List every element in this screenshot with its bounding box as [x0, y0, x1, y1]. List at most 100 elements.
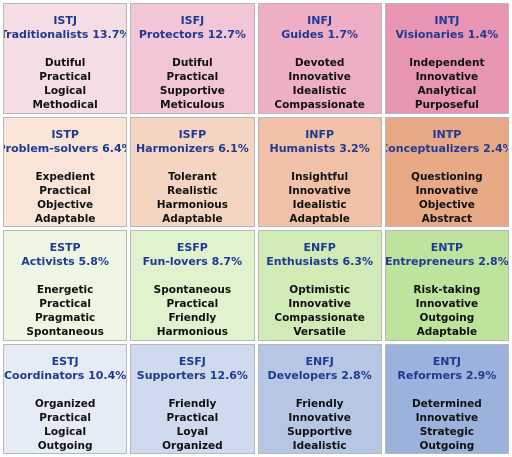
trait-list: Determined Innovative Strategic Outgoing	[412, 397, 482, 453]
trait-item: Supportive	[159, 85, 225, 97]
trait-item: Energetic	[36, 284, 94, 296]
trait-item: Determined	[411, 397, 482, 410]
trait-item: Practical	[39, 298, 91, 310]
trait-item: Risk-taking	[413, 284, 481, 296]
type-title: Visionaries 1.4%	[395, 28, 499, 41]
trait-item: Idealistic	[292, 85, 347, 97]
trait-item: Practical	[166, 411, 219, 424]
type-cell-enfp: ENFP Enthusiasts 6.3% Optimistic Innovati…	[257, 230, 382, 341]
type-title: Guides 1.7%	[281, 28, 359, 41]
trait-list: Independent Innovative Analytical Purposefu…	[409, 56, 484, 112]
type-title: Conceptualizers 2.4%	[384, 141, 509, 155]
type-title: Reformers 2.9%	[397, 368, 497, 382]
trait-item: Practical	[39, 71, 91, 83]
type-cell-entj: ENTJ Reformers 2.9% Determined Innovative…	[384, 343, 509, 454]
type-cell-estj: ESTJ Coordinators 10.4% Organized Practic…	[3, 343, 128, 454]
trait-item: Independent	[409, 57, 485, 69]
type-cell-intj: INTJ Visionaries 1.4% Independent Innovat…	[384, 3, 509, 114]
trait-item: Adaptable	[289, 212, 350, 225]
type-title: Fun-lovers 8.7%	[142, 255, 243, 268]
trait-item: Devoted	[294, 57, 345, 69]
trait-item: Logical	[44, 85, 87, 97]
type-title: Developers 2.8%	[267, 368, 372, 382]
trait-item: Harmonious	[156, 198, 228, 211]
trait-item: Innovative	[288, 298, 351, 310]
type-code: ESFJ	[178, 354, 206, 368]
type-code: INTP	[432, 127, 462, 141]
trait-list: Expedient Practical Objective Adaptable	[35, 170, 96, 226]
trait-item: Objective	[37, 198, 94, 211]
trait-item: Objective	[418, 198, 475, 211]
trait-list: Questioning Innovative Objective Abstract	[411, 170, 483, 226]
trait-item: Friendly	[295, 397, 344, 410]
trait-item: Innovative	[288, 411, 351, 424]
trait-item: Practical	[39, 184, 91, 197]
trait-item: Innovative	[415, 411, 479, 424]
trait-item: Methodical	[32, 99, 98, 111]
type-code: INFP	[305, 127, 335, 141]
type-title: Supporters 12.6%	[136, 368, 248, 382]
trait-item: Analytical	[417, 85, 477, 97]
trait-item: Idealistic	[292, 439, 347, 452]
trait-list: Organized Practical Logical Outgoing	[35, 397, 96, 453]
trait-item: Practical	[39, 411, 91, 424]
trait-item: Compassionate	[274, 312, 365, 324]
type-cell-entp: ENTP Entrepreneurs 2.8% Risk-taking Innov…	[384, 230, 509, 341]
trait-list: Devoted Innovative Idealistic Compassionate	[274, 56, 364, 112]
trait-item: Friendly	[168, 397, 217, 410]
trait-item: Logical	[44, 425, 87, 438]
type-title: Coordinators 10.4%	[3, 368, 127, 382]
trait-item: Dutiful	[44, 57, 86, 69]
trait-list: Dutiful Practical Logical Methodical	[32, 56, 97, 112]
trait-item: Purposeful	[414, 99, 479, 111]
trait-item: Meticulous	[160, 99, 225, 111]
type-code: ISTJ	[53, 14, 77, 27]
trait-item: Idealistic	[292, 198, 347, 211]
trait-item: Loyal	[176, 425, 209, 438]
trait-list: Risk-taking Innovative Outgoing Adaptable	[413, 283, 480, 339]
type-cell-infj: INFJ Guides 1.7% Devoted Innovative Ideali…	[257, 3, 382, 114]
trait-item: Organized	[162, 439, 223, 452]
type-cell-enfj: ENFJ Developers 2.8% Friendly Innovative S…	[257, 343, 382, 454]
trait-list: Spontaneous Practical Friendly Harmonious	[154, 283, 231, 339]
trait-list: Friendly Practical Loyal Organized	[162, 397, 223, 453]
type-title: Harmonizers 6.1%	[135, 141, 249, 155]
type-title: Enthusiasts 6.3%	[266, 255, 373, 268]
trait-list: Optimistic Innovative Compassionate Versati…	[274, 283, 364, 339]
type-cell-istp: ISTP Problem-solvers 6.4% Expedient Pract…	[3, 116, 128, 227]
trait-list: Dutiful Practical Supportive Meticulous	[160, 56, 225, 112]
type-code: ISTP	[51, 127, 79, 141]
trait-list: Friendly Innovative Supportive Idealistic	[287, 397, 352, 453]
type-cell-isfp: ISFP Harmonizers 6.1% Tolerant Realistic H…	[130, 116, 255, 227]
trait-item: Questioning	[411, 170, 483, 183]
trait-item: Tolerant	[168, 170, 217, 183]
trait-list: Insightful Innovative Idealistic Adaptable	[288, 170, 351, 226]
trait-item: Expedient	[35, 170, 95, 183]
trait-list: Tolerant Realistic Harmonious Adaptable	[157, 170, 228, 226]
trait-item: Adaptable	[162, 212, 223, 225]
type-title: Entrepreneurs 2.8%	[385, 255, 509, 268]
trait-item: Versatile	[293, 326, 346, 338]
personality-type-grid: ISTJ Traditionalists 13.7% Dutiful Practi…	[3, 3, 509, 454]
trait-item: Optimistic	[289, 284, 350, 296]
type-code: ISFJ	[180, 14, 205, 27]
trait-item: Strategic	[419, 425, 475, 438]
trait-item: Realistic	[167, 184, 218, 197]
type-code: ESTP	[49, 241, 81, 254]
trait-item: Practical	[166, 298, 219, 310]
type-cell-estp: ESTP Activists 5.8% Energetic Practical Pr…	[3, 230, 128, 341]
trait-item: Spontaneous	[153, 284, 232, 296]
trait-item: Friendly	[168, 312, 217, 324]
trait-item: Innovative	[288, 184, 351, 197]
trait-item: Harmonious	[156, 326, 228, 338]
trait-item: Practical	[166, 71, 219, 83]
type-code: ENFJ	[305, 354, 334, 368]
trait-list: Energetic Practical Pragmatic Spontaneous	[26, 283, 103, 339]
trait-item: Dutiful	[172, 57, 213, 69]
type-code: ESFP	[176, 241, 208, 254]
type-cell-esfp: ESFP Fun-lovers 8.7% Spontaneous Practica…	[130, 230, 255, 341]
type-code: INFJ	[307, 14, 333, 27]
trait-item: Outgoing	[419, 439, 475, 452]
trait-item: Outgoing	[37, 439, 93, 452]
type-cell-infp: INFP Humanists 3.2% Insightful Innovative…	[257, 116, 382, 227]
